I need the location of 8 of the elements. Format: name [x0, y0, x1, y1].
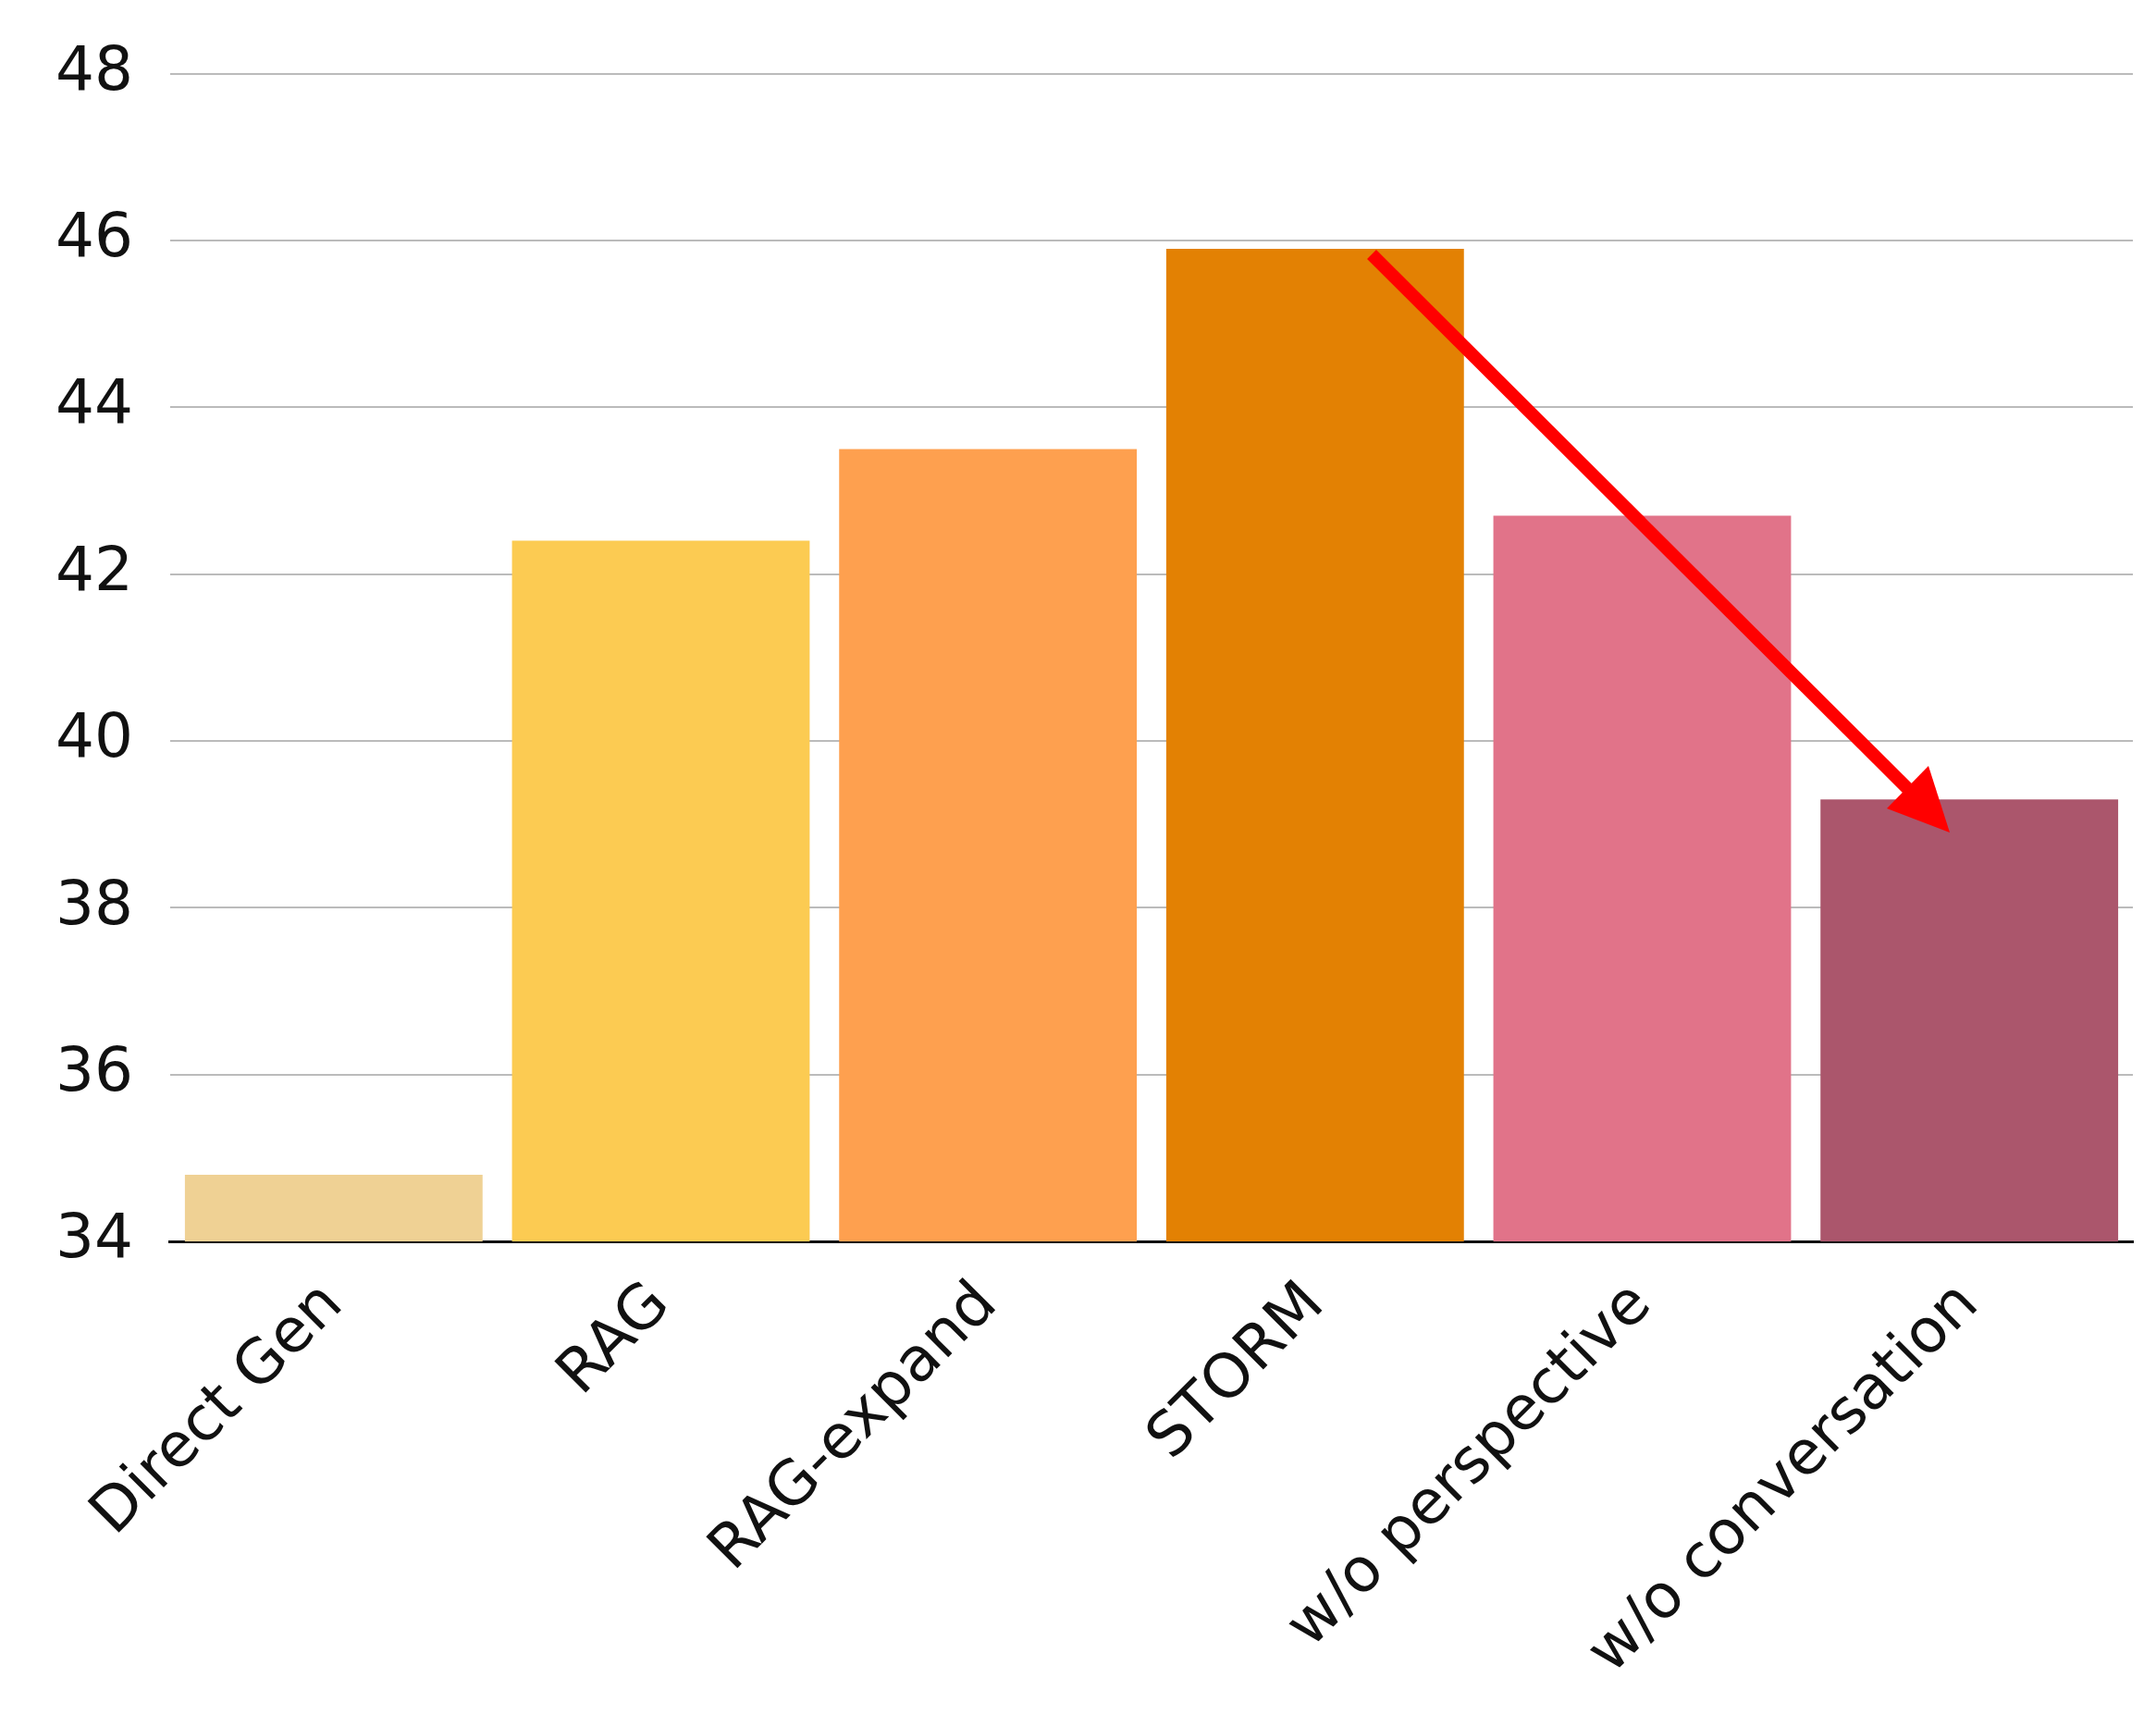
y-tick-label: 44	[55, 366, 133, 438]
y-tick-label: 48	[55, 32, 133, 105]
y-tick-label: 40	[55, 700, 133, 772]
y-tick-label: 38	[55, 867, 133, 939]
y-tick-label: 42	[55, 533, 133, 605]
y-tick-label: 46	[55, 200, 133, 272]
y-tick-label: 36	[55, 1033, 133, 1105]
y-tick-label: 34	[55, 1201, 133, 1273]
